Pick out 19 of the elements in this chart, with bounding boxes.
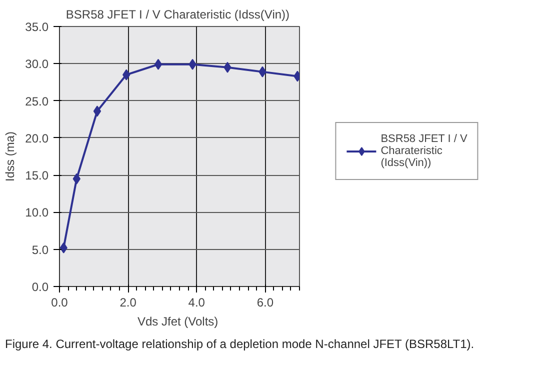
chart-title: BSR58 JFET I / V Charateristic (Idss(Vin)) bbox=[66, 8, 290, 22]
legend-label: BSR58 JFET I / V Charateristic (Idss(Vin)) bbox=[380, 132, 468, 168]
y-tick-label: 25.0 bbox=[25, 94, 49, 108]
y-tick-label: 20.0 bbox=[25, 131, 49, 146]
y-tick-label: 15.0 bbox=[25, 168, 49, 183]
x-tick-label: 4.0 bbox=[188, 296, 206, 310]
x-tick-label: 0.0 bbox=[51, 296, 68, 310]
y-tick-label: 10.0 bbox=[25, 206, 49, 220]
point bbox=[93, 106, 102, 117]
point bbox=[154, 58, 162, 70]
y-tick-label: 35.0 bbox=[25, 20, 49, 34]
y-tick-label: 5.0 bbox=[32, 242, 49, 257]
y-tick-label: 30.0 bbox=[25, 57, 49, 72]
x-tick-label: 2.0 bbox=[120, 296, 137, 310]
x-tick-label: 6.0 bbox=[256, 296, 274, 310]
y-axis-title: Idss (ma) bbox=[3, 131, 18, 182]
caption: Figure 4. Current-voltage relationship of a depletion mode N-channel JFET (BSR58LT1). bbox=[5, 336, 474, 353]
y-tick-label: 0.0 bbox=[32, 280, 49, 294]
x-axis-title: Vds Jfet (Volts) bbox=[137, 314, 218, 328]
